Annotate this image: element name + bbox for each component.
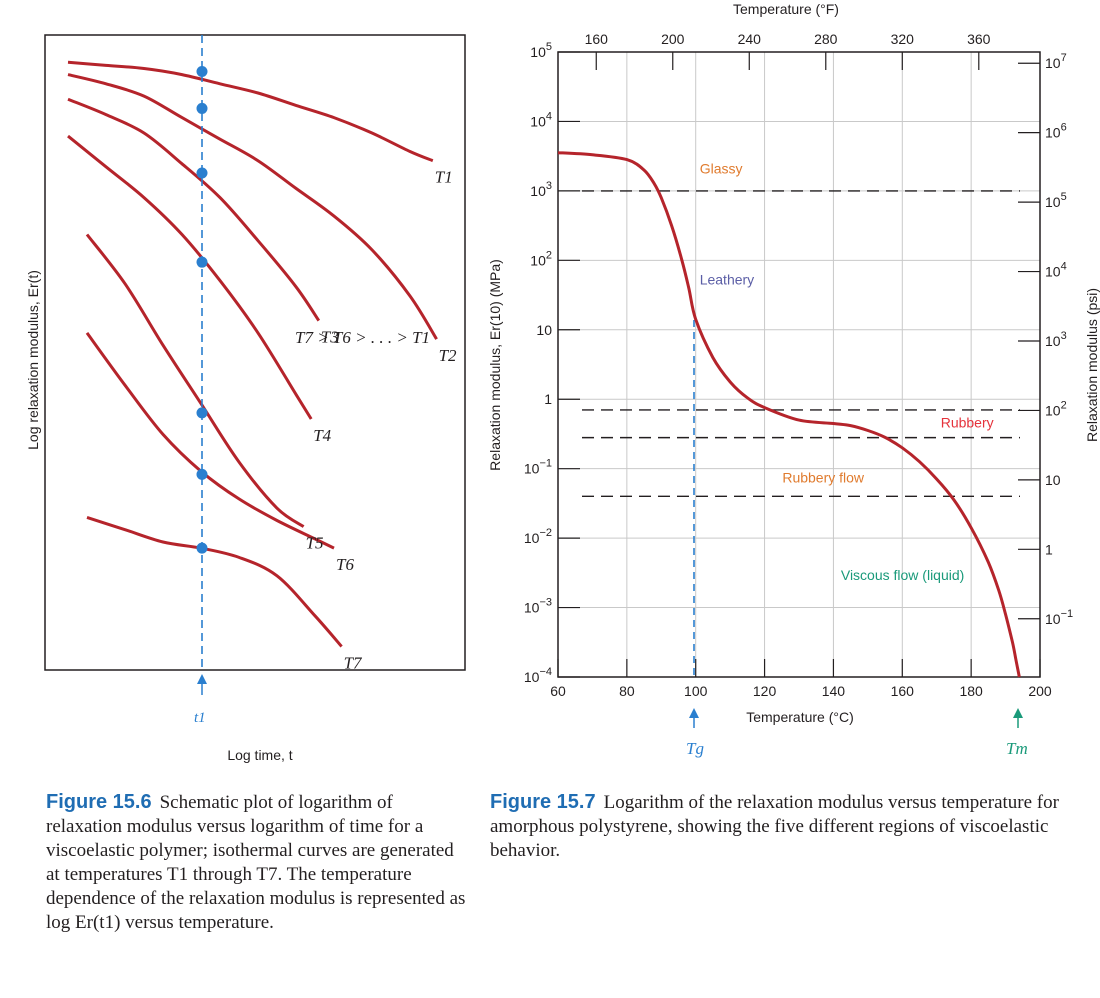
x2-tick-label: 200: [661, 31, 685, 47]
series-t7-curve: [86, 515, 343, 648]
series-t2-curve: [67, 73, 438, 340]
y2-tick-label: 106: [1045, 122, 1067, 141]
y-tick-label: 104: [530, 110, 552, 129]
y2-tick-label: 103: [1045, 330, 1067, 349]
region-label-glassy: Glassy: [700, 161, 743, 177]
tm-arrow-head: [1013, 708, 1023, 718]
y-tick-label: 10−2: [524, 527, 552, 546]
tg-arrow-head: [689, 708, 699, 718]
figure-15-6-caption: Figure 15.6 Schematic plot of logarithm o…: [46, 790, 466, 935]
region-label-viscous-flow-liquid: Viscous flow (liquid): [841, 567, 964, 583]
y2-tick-label: 107: [1045, 52, 1067, 71]
x-tick-label: 100: [684, 683, 708, 699]
figure-15-7-text: Logarithm of the relaxation modulus vers…: [490, 792, 1059, 861]
series-t3-label: T3: [321, 328, 339, 347]
top-x-axis-title: Temperature (°F): [733, 1, 839, 17]
right-axis-ticks: 60 80 100 120 140 160 180 200 10−4 10−3 10−2 10−1 1 1…: [524, 31, 1073, 699]
marker-t2: [196, 102, 208, 114]
left-plot-frame: [44, 34, 466, 671]
relaxation-modulus-curve: [557, 151, 1021, 678]
y-tick-label: 10−3: [524, 597, 552, 616]
x2-tick-label: 320: [891, 31, 915, 47]
x-tick-label: 60: [550, 683, 566, 699]
right-plot-frame: [557, 51, 1041, 678]
y2-tick-label: 102: [1045, 399, 1067, 418]
x-tick-label: 160: [891, 683, 915, 699]
right-grid: [558, 52, 1040, 677]
y-tick-label: 1: [544, 391, 552, 407]
t1-arrow-head: [197, 674, 207, 684]
tm-label: Tm: [1006, 739, 1028, 758]
right-y-axis-title: Relaxation modulus, Er(10) (MPa): [487, 259, 503, 471]
marker-t4: [196, 256, 208, 268]
y-tick-label: 105: [530, 41, 552, 60]
right-chart: 60 80 100 120 140 160 180 200 10−4 10−3 10−2 10−1 1 1…: [487, 1, 1100, 758]
x-tick-label: 200: [1028, 683, 1052, 699]
right-region-labels: Glassy Leathery Rubbery Rubbery flow Viscous…: [700, 161, 994, 583]
y-tick-label: 102: [530, 249, 552, 268]
series-t4-curve: [67, 134, 313, 420]
marker-t7: [196, 542, 208, 554]
series-t4-label: T4: [313, 426, 331, 445]
marker-t6: [196, 468, 208, 480]
bottom-x-axis-title: Temperature (°C): [746, 709, 854, 725]
series-t7-label: T7: [344, 654, 363, 673]
left-chart: T1 T2 T3 T4 T5 T6 T7 T7 > T6 > . . . > T1 t1 L…: [25, 34, 466, 763]
series-t1-curve: [67, 60, 434, 163]
x-tick-label: 180: [959, 683, 983, 699]
x2-tick-label: 240: [738, 31, 762, 47]
series-t6-curve: [85, 332, 335, 550]
x2-tick-label: 160: [585, 31, 609, 47]
y2-tick-label: 1: [1045, 541, 1053, 557]
series-t3-curve: [67, 97, 321, 322]
y-tick-label: 10−4: [524, 666, 552, 685]
left-series-group: [67, 60, 438, 648]
series-t5-label: T5: [306, 534, 324, 553]
x-tick-label: 80: [619, 683, 635, 699]
y-tick-label: 10−1: [524, 458, 552, 477]
marker-t1: [196, 66, 208, 78]
right-region-dividers: [582, 190, 1020, 498]
figure-15-6-label: Figure 15.6: [46, 791, 152, 813]
y-tick-label: 10: [536, 322, 552, 338]
left-markers-group: [196, 66, 208, 554]
y2-tick-label: 10: [1045, 472, 1061, 488]
figure-15-7-caption: Figure 15.7 Logarithm of the relaxation m…: [490, 790, 1080, 863]
region-label-leathery: Leathery: [700, 272, 754, 288]
marker-t5: [196, 407, 208, 419]
y2-tick-label: 10−1: [1045, 608, 1073, 627]
tg-label: Tg: [686, 739, 704, 758]
x2-tick-label: 360: [967, 31, 991, 47]
x-tick-label: 120: [753, 683, 777, 699]
series-t5-curve: [85, 233, 305, 528]
series-t2-label: T2: [439, 346, 457, 365]
temperature-order-annotation: T7 > T6 > . . . > T1: [295, 328, 430, 347]
marker-t3: [196, 167, 208, 179]
y-tick-label: 103: [530, 180, 552, 199]
region-label-rubbery-flow: Rubbery flow: [782, 470, 865, 486]
left-x-axis-title: Log time, t: [227, 747, 292, 763]
y2-tick-label: 105: [1045, 191, 1067, 210]
figure-15-6-text: Schematic plot of logarithm of relaxatio…: [46, 792, 466, 933]
series-t1-label: T1: [435, 168, 453, 187]
figure-canvas: T1 T2 T3 T4 T5 T6 T7 T7 > T6 > . . . > T1 t1 L…: [25, 1, 1100, 763]
left-y-axis-title: Log relaxation modulus, Er(t): [25, 270, 41, 450]
left-series-labels: T1 T2 T3 T4 T5 T6 T7: [306, 168, 457, 673]
right-series-group: [557, 151, 1021, 678]
x2-tick-label: 280: [814, 31, 838, 47]
y2-tick-label: 104: [1045, 261, 1067, 280]
x-tick-label: 140: [822, 683, 846, 699]
region-label-rubbery: Rubbery: [941, 415, 994, 431]
t1-label: t1: [194, 710, 206, 726]
figure-15-7-label: Figure 15.7: [490, 791, 596, 813]
series-t6-label: T6: [336, 555, 354, 574]
right-y2-axis-title: Relaxation modulus (psi): [1084, 288, 1100, 442]
